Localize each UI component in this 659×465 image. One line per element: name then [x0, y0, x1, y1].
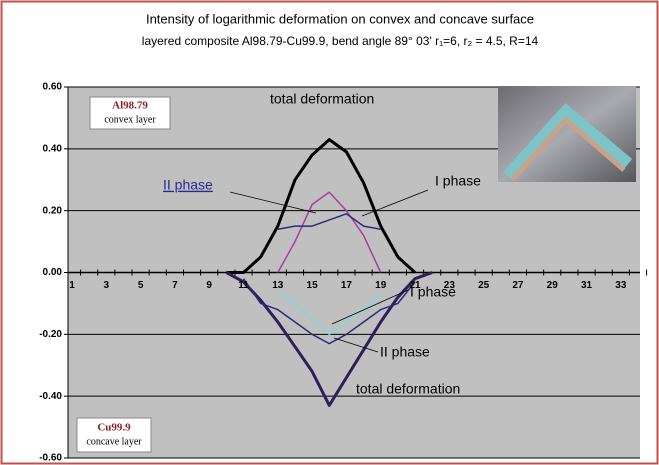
- annotation: II phase: [380, 344, 430, 360]
- chart-title: Intensity of logarithmic deformation on …: [146, 11, 534, 26]
- concave-name: Cu99.9: [97, 422, 131, 434]
- y-tick-label: -0.20: [39, 329, 62, 340]
- x-tick-label: 23: [444, 280, 456, 291]
- photo-strip-inner: [510, 116, 626, 182]
- x-tick-label: 29: [547, 280, 559, 291]
- x-tick-label: 21: [409, 280, 421, 291]
- series-line: [225, 271, 433, 407]
- x-tick-label: 7: [172, 280, 178, 291]
- photo-strip: [503, 102, 633, 181]
- x-tick-label: 19: [375, 280, 387, 291]
- y-tick-label: -0.60: [39, 453, 62, 464]
- x-tick-label: 31: [581, 280, 593, 291]
- annotation: total deformation: [270, 91, 374, 107]
- x-tick-label: 27: [512, 280, 524, 291]
- convex-box: [89, 96, 171, 130]
- x-tick-label: 15: [307, 280, 319, 291]
- x-tick-label: 9: [206, 280, 212, 291]
- chart-subtitle: layered composite Al98.79-Cu99.9, bend a…: [142, 34, 539, 48]
- x-tick-label: 33: [615, 280, 627, 291]
- x-tick-label: 5: [138, 280, 144, 291]
- convex-text: convex layer: [104, 114, 156, 125]
- y-tick-label: -0.40: [39, 391, 62, 402]
- convex-name: Al98.79: [112, 100, 148, 112]
- leaders: [229, 189, 429, 353]
- series-line: [277, 213, 381, 230]
- y-tick-label: 0.00: [43, 267, 63, 278]
- concave-text: concave layer: [86, 436, 142, 447]
- annotation: total deformation: [356, 381, 460, 397]
- x-tick-label: 17: [341, 280, 353, 291]
- x-tick-label: 3: [104, 280, 110, 291]
- x-tick-label: 13: [272, 280, 284, 291]
- y-tick-label: 0.20: [43, 205, 63, 216]
- annotation: I phase: [435, 173, 481, 189]
- y-tick-label: 0.60: [43, 82, 63, 93]
- y-tick-label: 0.40: [43, 143, 63, 154]
- x-tick-label: 25: [478, 280, 490, 291]
- annotation: I phase: [410, 284, 456, 300]
- annotation: II phase: [163, 177, 213, 193]
- x-tick-label: 1: [69, 280, 75, 291]
- series-line: [242, 278, 416, 345]
- concave-box: [76, 417, 152, 453]
- series-line: [226, 138, 417, 274]
- x-tick-label: 11: [238, 280, 249, 291]
- series-line: [277, 191, 382, 273]
